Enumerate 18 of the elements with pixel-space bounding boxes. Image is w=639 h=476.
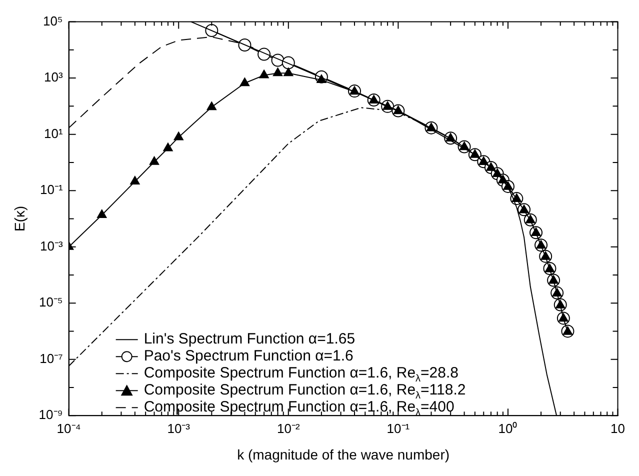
x-tick-label: 10⁻² [277, 420, 300, 436]
y-axis-title: E(κ) [11, 206, 28, 232]
x-tick-label: 10⁻¹ [386, 420, 410, 436]
y-tick-label: 10³ [44, 70, 64, 85]
x-tick-label: 10⁰ [498, 420, 518, 436]
y-tick-label: 10⁻⁵ [38, 294, 63, 310]
x-axis-title: k (magnitude of the wave number) [237, 446, 450, 462]
y-tick-label: 10⁻⁹ [38, 407, 63, 422]
y-tick-label: 10⁻¹ [40, 182, 64, 198]
legend-label: Pao's Spectrum Function α=1.6 [144, 348, 354, 365]
x-tick-label: 10⁻⁴ [56, 420, 81, 436]
x-tick-label: 10⁻³ [167, 420, 191, 436]
y-tick-label: 10⁻⁷ [40, 350, 64, 366]
legend-label: Lin's Spectrum Function α=1.65 [144, 330, 356, 348]
y-tick-label: 10¹ [44, 126, 64, 141]
x-tick-label: 10 [610, 420, 626, 436]
y-tick-label: 10⁻³ [40, 238, 64, 254]
y-tick-label: 10⁵ [42, 13, 63, 28]
